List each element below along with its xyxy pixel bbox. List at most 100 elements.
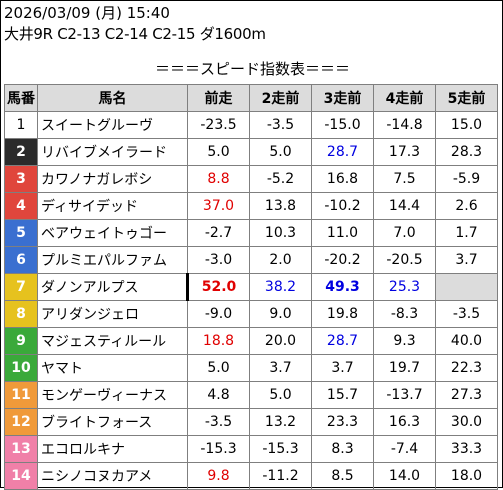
speed-index-cell: 11.0 [311, 219, 374, 247]
speed-index-cell: 40.0 [435, 327, 498, 355]
speed-index-cell: 10.3 [249, 219, 312, 247]
table-row: 5 ベアウェイトゥゴー -2.7 10.3 11.0 7.0 1.7 [4, 219, 498, 247]
table-title: ＝＝＝スピード指数表＝＝＝ [4, 58, 501, 80]
speed-index-cell: 7.0 [373, 219, 436, 247]
horse-number-cell: 13 [4, 435, 38, 463]
horse-name-cell: エコロルキナ [37, 435, 188, 463]
speed-index-cell: -3.5 [187, 408, 250, 436]
horse-number-cell: 2 [4, 138, 38, 166]
table-row: 2 リバイブメイラード 5.0 5.0 28.7 17.3 28.3 [4, 138, 498, 166]
speed-index-cell [435, 273, 498, 301]
speed-index-cell: 13.2 [249, 408, 312, 436]
speed-index-cell: 52.0 [187, 273, 250, 301]
speed-index-cell: -3.0 [187, 246, 250, 274]
speed-index-cell: 49.3 [311, 273, 374, 301]
speed-index-cell: 7.5 [373, 165, 436, 193]
speed-index-cell: 33.3 [435, 435, 498, 463]
speed-index-cell: 2.6 [435, 192, 498, 220]
horse-number-cell: 9 [4, 327, 38, 355]
column-header-horse-name: 馬名 [37, 84, 188, 112]
table-row: 14 ニシノコヌカアメ 9.8 -11.2 8.5 14.0 18.0 [4, 462, 498, 490]
horse-number-cell: 3 [4, 165, 38, 193]
speed-index-cell: 37.0 [187, 192, 250, 220]
horse-name-cell: スイートグルーヴ [37, 111, 188, 139]
column-header-2-races-ago: 2走前 [249, 84, 312, 112]
speed-index-cell: 15.0 [435, 111, 498, 139]
horse-number-cell: 12 [4, 408, 38, 436]
horse-number-cell: 14 [4, 462, 38, 490]
speed-index-cell: 20.0 [249, 327, 312, 355]
horse-number-cell: 10 [4, 354, 38, 382]
speed-index-cell: 25.3 [373, 273, 436, 301]
speed-index-cell: 17.3 [373, 138, 436, 166]
speed-index-cell: 28.3 [435, 138, 498, 166]
horse-name-cell: アリダンジェロ [37, 300, 188, 328]
horse-number-cell: 1 [4, 111, 38, 139]
speed-index-cell: -5.2 [249, 165, 312, 193]
speed-index-cell: -3.5 [249, 111, 312, 139]
horse-number-cell: 6 [4, 246, 38, 274]
speed-index-cell: 5.0 [187, 354, 250, 382]
horse-name-cell: ダノンアルプス [37, 273, 189, 301]
speed-index-cell: -15.0 [311, 111, 374, 139]
table-row: 10 ヤマト 5.0 3.7 3.7 19.7 22.3 [4, 354, 498, 382]
speed-index-cell: 18.0 [435, 462, 498, 490]
speed-index-cell: 8.3 [311, 435, 374, 463]
horse-name-cell: ブライトフォース [37, 408, 188, 436]
speed-index-cell: -23.5 [187, 111, 250, 139]
horse-number-cell: 5 [4, 219, 38, 247]
speed-index-cell: 9.3 [373, 327, 436, 355]
column-header-3-races-ago: 3走前 [311, 84, 374, 112]
horse-number-cell: 11 [4, 381, 38, 409]
table-row: 4 ディサイデッド 37.0 13.8 -10.2 14.4 2.6 [4, 192, 498, 220]
speed-index-cell: 38.2 [249, 273, 312, 301]
speed-index-cell: 22.3 [435, 354, 498, 382]
speed-index-cell: 28.7 [311, 327, 374, 355]
table-row: 6 プルミエパルファム -3.0 2.0 -20.2 -20.5 3.7 [4, 246, 498, 274]
horse-name-cell: リバイブメイラード [37, 138, 188, 166]
speed-index-cell: 19.8 [311, 300, 374, 328]
speed-index-cell: 9.0 [249, 300, 312, 328]
horse-number-cell: 8 [4, 300, 38, 328]
race-info-label: 大井9R C2-13 C2-14 C2-15 ダ1600m [4, 25, 266, 43]
speed-index-cell: 2.0 [249, 246, 312, 274]
speed-index-cell: 23.3 [311, 408, 374, 436]
speed-index-cell: -7.4 [373, 435, 436, 463]
speed-index-cell: -20.5 [373, 246, 436, 274]
speed-index-cell: 16.8 [311, 165, 374, 193]
speed-index-cell: -15.3 [249, 435, 312, 463]
speed-index-cell: 14.0 [373, 462, 436, 490]
speed-index-cell: 3.7 [435, 246, 498, 274]
horse-name-cell: モンゲーヴィーナス [37, 381, 188, 409]
speed-index-cell: -11.2 [249, 462, 312, 490]
speed-index-cell: 5.0 [249, 381, 312, 409]
speed-index-cell: -10.2 [311, 192, 374, 220]
table-row: 13 エコロルキナ -15.3 -15.3 8.3 -7.4 33.3 [4, 435, 498, 463]
speed-index-cell: 4.8 [187, 381, 250, 409]
horse-name-cell: マジェスティルール [37, 327, 188, 355]
speed-index-cell: 16.3 [373, 408, 436, 436]
speed-index-cell: 19.7 [373, 354, 436, 382]
speed-index-cell: -2.7 [187, 219, 250, 247]
speed-index-cell: -14.8 [373, 111, 436, 139]
column-header-5-races-ago: 5走前 [435, 84, 498, 112]
table-row: 9 マジェスティルール 18.8 20.0 28.7 9.3 40.0 [4, 327, 498, 355]
speed-index-cell: 9.8 [187, 462, 250, 490]
table-row: 12 ブライトフォース -3.5 13.2 23.3 16.3 30.0 [4, 408, 498, 436]
table-row: 8 アリダンジェロ -9.0 9.0 19.8 -8.3 -3.5 [4, 300, 498, 328]
horse-name-cell: ディサイデッド [37, 192, 188, 220]
speed-index-cell: -3.5 [435, 300, 498, 328]
table-row: 3 カワノナガレボシ 8.8 -5.2 16.8 7.5 -5.9 [4, 165, 498, 193]
table-row: 1 スイートグルーヴ -23.5 -3.5 -15.0 -14.8 15.0 [4, 111, 498, 139]
speed-index-cell: -9.0 [187, 300, 250, 328]
speed-index-cell: 5.0 [187, 138, 250, 166]
horse-name-cell: プルミエパルファム [37, 246, 188, 274]
speed-index-cell: 15.7 [311, 381, 374, 409]
horse-number-cell: 4 [4, 192, 38, 220]
speed-index-cell: -13.7 [373, 381, 436, 409]
column-header-number: 馬番 [4, 84, 38, 112]
speed-index-cell: 14.4 [373, 192, 436, 220]
speed-index-cell: 13.8 [249, 192, 312, 220]
speed-index-cell: 27.3 [435, 381, 498, 409]
